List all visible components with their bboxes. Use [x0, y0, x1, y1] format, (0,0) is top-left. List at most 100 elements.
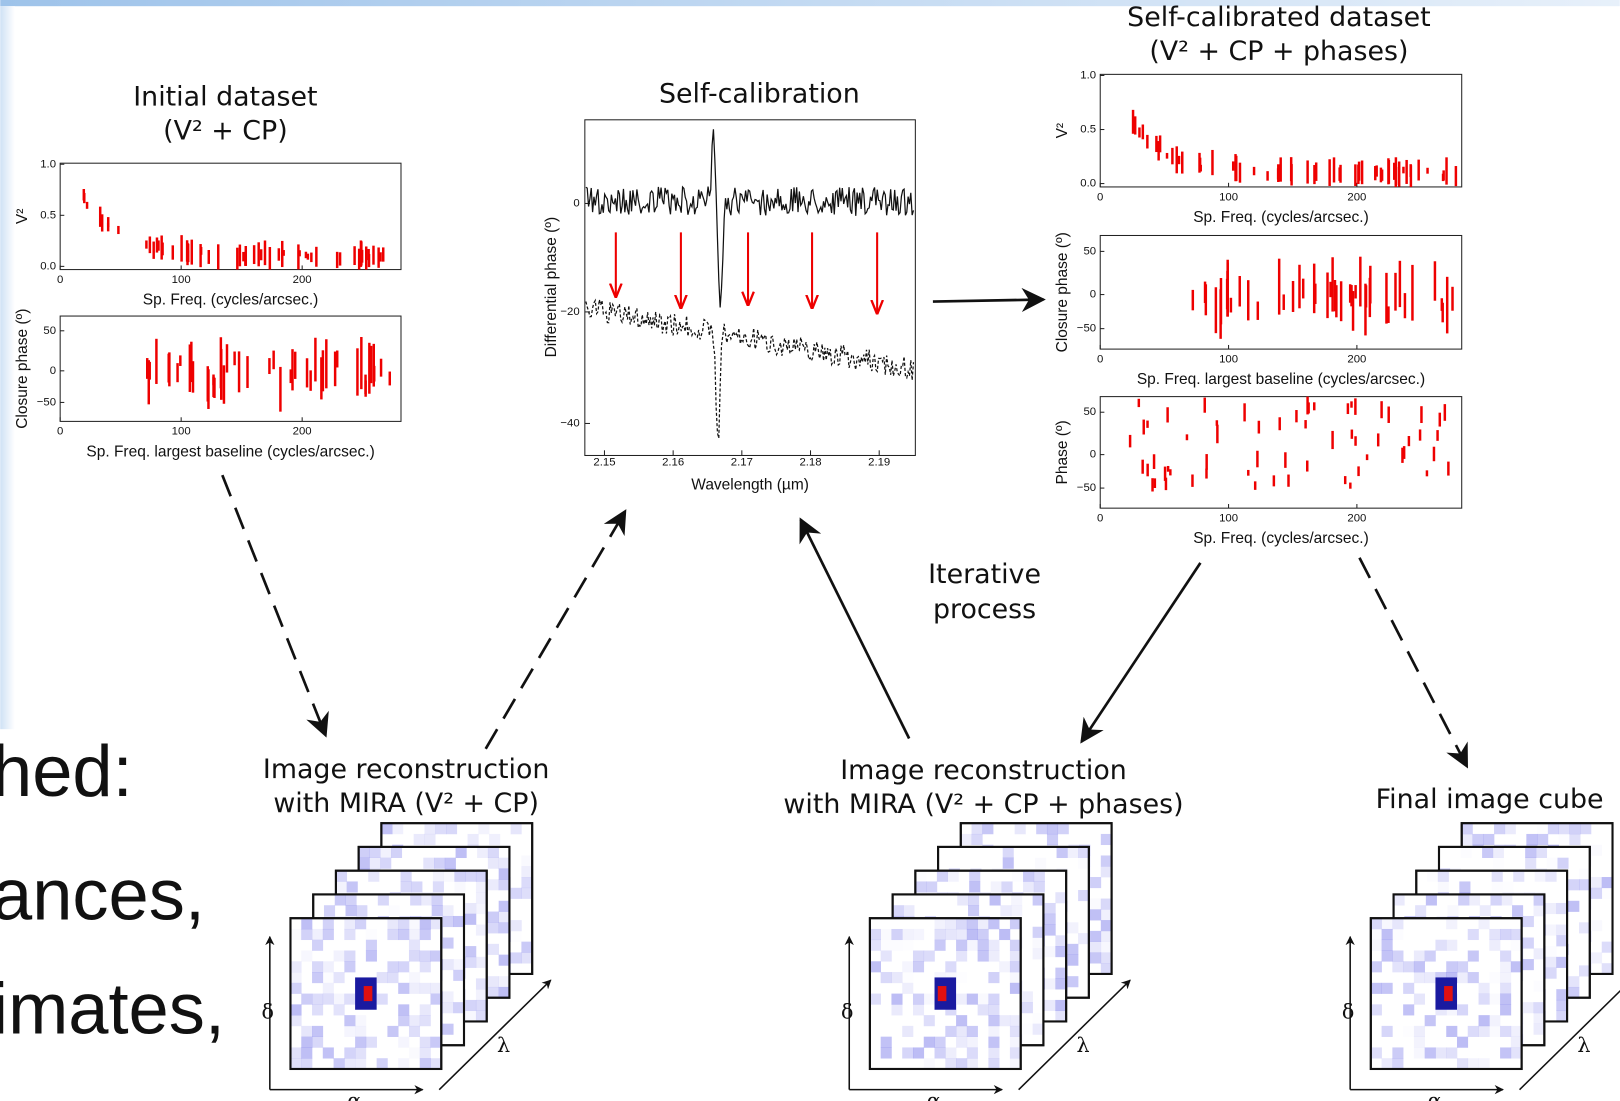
pixel	[1101, 952, 1112, 963]
axis-symbol: α	[347, 1089, 361, 1101]
pixel	[398, 961, 409, 972]
pixel	[988, 951, 999, 962]
pixel	[1462, 823, 1473, 834]
x-tick-label: 100	[1219, 353, 1238, 365]
pixel	[990, 894, 1001, 905]
pixel	[956, 994, 967, 1005]
pixel	[409, 972, 420, 983]
pixel	[1371, 961, 1382, 972]
arrow	[486, 511, 625, 749]
axis-symbol: δ	[1342, 1000, 1354, 1024]
pixel	[488, 879, 499, 890]
pixel	[323, 961, 334, 972]
pixel	[1010, 972, 1021, 983]
pixel	[1511, 1037, 1522, 1048]
pixel	[1371, 918, 1382, 929]
pixel	[1047, 823, 1058, 834]
pixel	[521, 942, 532, 953]
pixel	[1591, 845, 1602, 856]
pixel	[1033, 938, 1044, 949]
pixel	[1468, 951, 1479, 962]
pixel	[1468, 1026, 1479, 1037]
note: process	[933, 594, 1036, 625]
pixel	[1438, 871, 1449, 882]
pixel	[301, 929, 312, 940]
pixel	[511, 931, 522, 942]
x-tick-label: 100	[1219, 512, 1238, 524]
pixel	[432, 905, 443, 916]
pixel	[881, 1037, 892, 1048]
axis-label: Phase (º)	[1054, 420, 1071, 484]
pixel	[488, 987, 499, 998]
pixel	[1468, 929, 1479, 940]
x-tick-label: 100	[172, 426, 191, 438]
pixel	[1556, 935, 1567, 946]
pixel	[398, 1004, 409, 1015]
pixel	[1489, 1026, 1500, 1037]
pixel	[978, 1004, 989, 1015]
pixel	[323, 994, 334, 1005]
stack-title: Image reconstruction	[840, 755, 1126, 786]
pixel	[521, 888, 532, 899]
pixel	[442, 916, 453, 927]
pixel	[1457, 1058, 1468, 1069]
pixel	[1546, 957, 1557, 968]
pixel	[913, 994, 924, 1005]
pixel	[387, 1026, 398, 1037]
plot-frame	[585, 120, 916, 456]
pixel	[391, 847, 402, 858]
pixel	[312, 1037, 323, 1048]
pixel	[1414, 951, 1425, 962]
illustration	[1130, 397, 1448, 492]
pixel	[366, 951, 377, 962]
pixel	[1055, 978, 1066, 989]
pixel	[893, 905, 904, 916]
pixel	[344, 961, 355, 972]
pixel	[1457, 1037, 1468, 1048]
pixel	[499, 901, 510, 912]
pixel	[1078, 933, 1089, 944]
panel-title: (V² + CP)	[163, 116, 288, 147]
pixel	[499, 976, 510, 987]
pixel	[1446, 1026, 1457, 1037]
axis-symbol: α	[1428, 1089, 1442, 1101]
pixel	[334, 951, 345, 962]
pixel	[1579, 922, 1590, 933]
pixel	[1427, 871, 1438, 882]
pixel	[1090, 931, 1101, 942]
pixel	[324, 905, 335, 916]
pixel	[499, 987, 510, 998]
pixel	[1392, 961, 1403, 972]
pixel	[1101, 834, 1112, 845]
pixel	[356, 905, 367, 916]
pixel	[389, 905, 400, 916]
pixel	[1494, 823, 1505, 834]
pixel	[1033, 948, 1044, 959]
pixel	[1534, 981, 1545, 992]
axis-label: Closure phase (º)	[1054, 232, 1071, 352]
y-tick-label: 1.0	[40, 158, 56, 170]
pixel	[1371, 1004, 1382, 1015]
pixel	[1382, 951, 1393, 962]
pixel	[988, 1004, 999, 1015]
pixel	[891, 994, 902, 1005]
pixel	[387, 918, 398, 929]
pixel	[1458, 894, 1469, 905]
pixel	[476, 903, 487, 914]
pixel	[312, 940, 323, 951]
pixel	[945, 1058, 956, 1069]
pixel	[1067, 847, 1078, 858]
pixel	[1010, 1015, 1021, 1026]
pixel	[870, 961, 881, 972]
y-tick-label: 50	[1083, 245, 1096, 257]
pixel	[312, 929, 323, 940]
signal-illustration	[586, 129, 914, 307]
y-tick-label: −50	[1077, 323, 1096, 335]
pixel	[1500, 1004, 1511, 1015]
pixel	[1489, 972, 1500, 983]
pixel	[301, 1058, 312, 1069]
pixel	[1010, 1058, 1021, 1069]
pixel	[1101, 920, 1112, 931]
pixel	[978, 994, 989, 1005]
pixel	[476, 925, 487, 936]
